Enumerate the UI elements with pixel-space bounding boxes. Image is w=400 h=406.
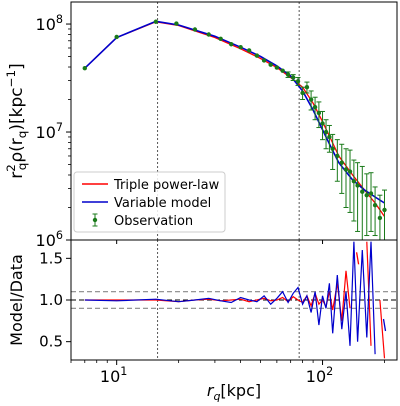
- obs-point: [300, 90, 305, 96]
- obs-point: [355, 183, 360, 188]
- obs-point: [192, 27, 198, 32]
- x-tick-label: 101: [100, 365, 127, 386]
- obs-point: [153, 19, 159, 24]
- main-panel: 106 107 108 r2qρ(rq)[kpc−1]: [4, 1, 398, 250]
- obs-point: [290, 75, 296, 80]
- obs-point: [347, 169, 353, 174]
- ratio-line-triple-power-law: [355, 252, 360, 265]
- obs-point: [228, 42, 234, 47]
- obs-point: [268, 62, 273, 67]
- x-axis-label: rq[kpc]: [207, 381, 261, 402]
- obs-point: [206, 32, 211, 37]
- obs-point: [280, 68, 285, 73]
- obs-point: [330, 146, 335, 151]
- legend-label-0: Triple power-law: [113, 178, 220, 193]
- obs-point: [335, 153, 340, 159]
- main-plot-area: [82, 2, 388, 240]
- obs-point: [174, 21, 179, 26]
- obs-point: [316, 110, 322, 116]
- obs-point: [82, 65, 87, 71]
- obs-point: [246, 48, 252, 53]
- legend-label-1: Variable model: [114, 196, 211, 211]
- ratio-line-triple-power-law: [379, 299, 386, 359]
- obs-point: [285, 72, 291, 77]
- y-tick-label: 107: [36, 121, 63, 142]
- obs-point: [364, 192, 369, 198]
- obs-point: [327, 134, 332, 140]
- obs-point: [261, 58, 267, 63]
- y-axis-label: r2qρ(rq)[kpc−1]: [4, 63, 29, 179]
- obs-point: [360, 189, 365, 194]
- ratio-y-axis-label: Model/Data: [7, 254, 26, 346]
- obs-point: [339, 160, 344, 165]
- obs-point: [372, 203, 378, 208]
- ratio-y-tick-label: 0.5: [39, 333, 63, 351]
- legend-swatch-point: [92, 217, 98, 223]
- ratio-plot-area: [71, 240, 397, 360]
- ratio-line-triple-power-law: [84, 270, 351, 321]
- obs-point: [218, 36, 223, 41]
- obs-point: [304, 85, 310, 90]
- obs-point: [308, 97, 314, 102]
- ratio-line-variable-model: [382, 318, 387, 332]
- legend-box: [73, 171, 226, 233]
- ratio-line-variable-model: [84, 241, 376, 355]
- obs-point: [274, 65, 280, 70]
- y-tick-label: 108: [36, 13, 63, 34]
- obs-point: [351, 179, 357, 184]
- legend-label-2: Observation: [114, 214, 193, 229]
- obs-point: [382, 207, 387, 213]
- legend: Triple power-law Variable model Observatio…: [73, 171, 226, 233]
- obs-point: [320, 121, 325, 126]
- obs-point: [377, 215, 383, 221]
- obs-point: [238, 45, 243, 50]
- obs-point: [323, 129, 329, 135]
- obs-point: [295, 79, 301, 84]
- ratio-panel: 0.5 1.0 1.5 101 102 rq[kpc] Model/Data: [7, 239, 398, 403]
- obs-point: [312, 104, 318, 110]
- obs-point: [254, 53, 260, 58]
- y-tick-label: 106: [36, 229, 63, 250]
- obs-point: [114, 34, 119, 40]
- ratio-y-tick-label: 1.0: [39, 291, 63, 309]
- obs-point: [343, 167, 349, 172]
- ratio-y-tick-label: 1.5: [39, 249, 63, 267]
- obs-point: [368, 191, 374, 196]
- x-tick-label: 102: [306, 365, 333, 386]
